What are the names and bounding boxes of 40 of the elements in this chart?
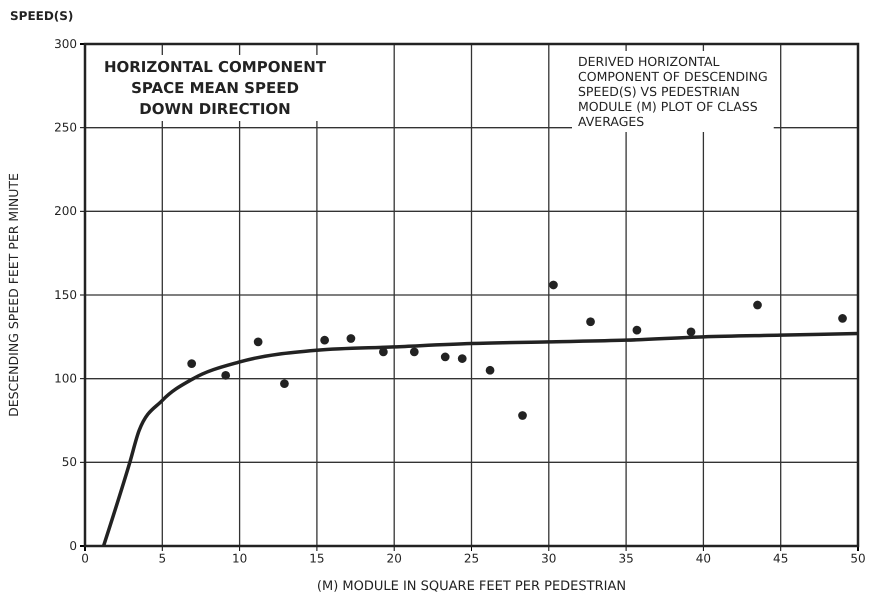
x-tick-label: 25 bbox=[464, 552, 480, 566]
y-tick-label: 300 bbox=[54, 36, 77, 51]
point bbox=[346, 334, 356, 343]
point bbox=[254, 337, 263, 346]
y-tick-label: 200 bbox=[54, 204, 77, 218]
point bbox=[320, 336, 329, 345]
x-tick-label: 5 bbox=[158, 552, 166, 566]
x-tick-label: 20 bbox=[386, 552, 402, 566]
text: SPEED(S) bbox=[10, 9, 74, 23]
point bbox=[753, 300, 762, 310]
point bbox=[632, 326, 642, 334]
point bbox=[187, 359, 196, 368]
annotation: DERIVED HORIZONTAL COMPONENT OF DESCENDING SPEED(S) VS PEDESTRIAN MODULE (M) PLOT OF CLASS AVERAGES bbox=[578, 54, 768, 129]
x-tick-label: 30 bbox=[541, 552, 556, 566]
point bbox=[410, 348, 419, 356]
x-axis-title: (M) MODULE IN SQUARE FEET PER PEDESTRIAN bbox=[316, 579, 626, 594]
x-tick-label: 0 bbox=[81, 552, 89, 566]
point bbox=[486, 366, 494, 375]
point bbox=[280, 379, 289, 388]
y-tick-label: 0 bbox=[69, 538, 77, 553]
y-tick-label: 100 bbox=[54, 372, 77, 386]
y-tick-label: 150 bbox=[54, 288, 77, 302]
y-axis-title: DESCENDING SPEED FEET PER MINUTE bbox=[6, 172, 21, 417]
point bbox=[586, 317, 595, 326]
y-tick-label: 50 bbox=[62, 455, 77, 470]
point bbox=[549, 280, 558, 290]
x-tick-label: 15 bbox=[309, 552, 325, 566]
point bbox=[838, 314, 847, 323]
point bbox=[458, 354, 467, 363]
point bbox=[440, 352, 450, 362]
point bbox=[221, 370, 230, 380]
x-tick-label: 45 bbox=[773, 552, 788, 566]
x-tick-label: 35 bbox=[618, 552, 634, 566]
text: HORIZONTAL COMPONENT SPACE MEAN SPEED DOWN DIRECTION bbox=[104, 58, 327, 118]
x-tick-label: 10 bbox=[232, 552, 248, 566]
y-tick-label: 250 bbox=[54, 120, 77, 135]
point bbox=[686, 327, 696, 336]
x-tick-label: 40 bbox=[696, 552, 712, 566]
point bbox=[518, 411, 527, 420]
x-tick-label: 50 bbox=[850, 552, 866, 566]
